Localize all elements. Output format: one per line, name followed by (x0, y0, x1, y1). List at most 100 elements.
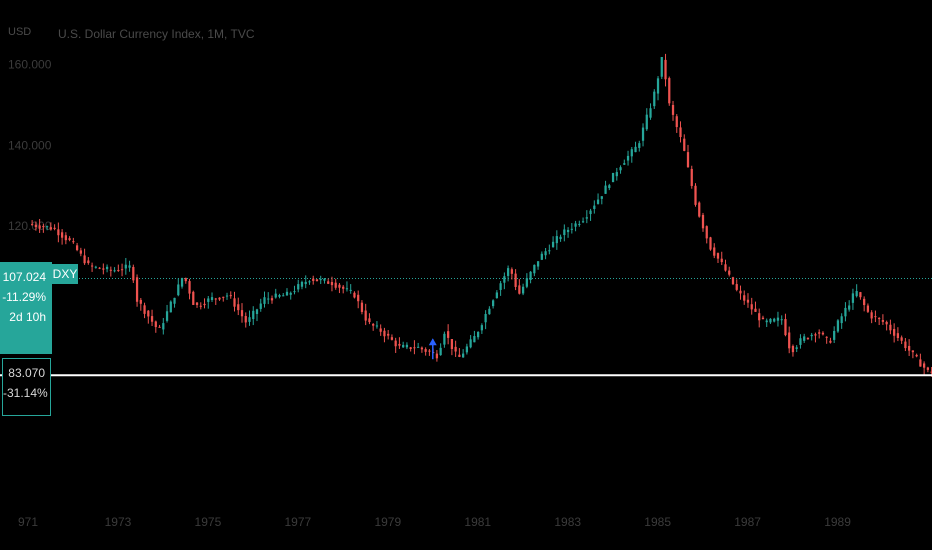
candle-body (308, 281, 311, 283)
candle-body (638, 143, 641, 148)
candle-body (664, 59, 667, 80)
candle-body (323, 278, 326, 281)
candle-body (177, 284, 180, 296)
candle-body (739, 290, 742, 294)
candle-body (863, 298, 866, 306)
candle-body (881, 320, 885, 322)
candle-body (417, 346, 420, 348)
candle-body (143, 305, 146, 314)
candle-body (428, 350, 431, 352)
candle-body (675, 116, 678, 128)
candle-body (780, 319, 783, 321)
candle-body (462, 353, 465, 358)
x-tick-label: 1989 (824, 515, 851, 529)
candle-body (293, 291, 296, 293)
candle-body (645, 114, 648, 130)
candle-body (390, 337, 394, 340)
candle-body (840, 316, 843, 324)
candle-body (405, 344, 409, 348)
candle-body (150, 316, 154, 322)
candle-body (117, 269, 120, 271)
candle-body (458, 354, 461, 357)
candle-body (896, 333, 900, 339)
candle-body (806, 338, 810, 340)
measure-tag: 83.070 -31.14% (2, 358, 51, 416)
candle-body (435, 353, 439, 359)
candle-body (499, 283, 502, 290)
candle-body (439, 347, 442, 356)
candle-body (514, 273, 517, 287)
arrow-up-icon-head (428, 338, 437, 346)
candle-body (237, 304, 240, 311)
candle-body (525, 278, 528, 287)
candle-body (75, 245, 79, 251)
candle-body (473, 336, 476, 343)
candle-body (563, 229, 566, 236)
candle-body (327, 281, 330, 284)
candle-body (285, 291, 289, 296)
candle-body (379, 328, 382, 332)
x-tick-label: 1979 (374, 515, 401, 529)
candle-body (210, 297, 214, 300)
candle-body (653, 91, 656, 107)
candle-body (139, 299, 142, 304)
candle-body (589, 210, 592, 215)
candle-body (413, 347, 416, 349)
candle-body (555, 236, 558, 244)
price-tag: 107.024 -11.29% 2d 10h (0, 262, 52, 354)
candle-body (30, 224, 34, 226)
candle-body (926, 367, 930, 370)
candle-body (908, 345, 911, 351)
candle-body (259, 303, 262, 309)
candle-body (60, 232, 64, 238)
candle-body (443, 333, 446, 345)
candle-body (225, 295, 229, 297)
candle-body (821, 332, 825, 335)
candle-body (38, 225, 41, 229)
candle-body (424, 349, 427, 352)
candle-body (297, 284, 300, 290)
candle-body (773, 318, 776, 322)
candle-body (660, 56, 663, 77)
chart-title: U.S. Dollar Currency Index, 1M, TVC (58, 27, 255, 41)
candle-body (491, 300, 495, 307)
candle-body (649, 108, 652, 118)
candle-body (90, 265, 94, 267)
candle-body (364, 310, 367, 321)
candle-body (923, 363, 926, 368)
candle-body (248, 317, 251, 322)
candle-body (218, 297, 221, 300)
candle-body (49, 227, 52, 230)
candle-body (630, 149, 633, 157)
candle-body (495, 292, 498, 299)
candle-body (574, 223, 577, 227)
candle-body (788, 332, 791, 349)
candle-body (593, 205, 596, 209)
candle-body (919, 359, 922, 367)
candle-body (889, 324, 892, 331)
candle-body (844, 307, 847, 317)
candle-body (855, 290, 858, 297)
candle-body (255, 309, 259, 314)
candle-body (45, 226, 49, 228)
candle-body (315, 279, 319, 282)
candle-body (68, 238, 71, 241)
candle-body (904, 341, 907, 349)
candle-body (758, 313, 761, 321)
candle-body (833, 330, 836, 340)
candle-body (866, 305, 870, 312)
candle-body (312, 278, 315, 281)
candle-body (784, 319, 787, 336)
candle-body (94, 266, 97, 268)
candle-body (184, 278, 187, 282)
candle-body (829, 340, 832, 343)
candle-body (518, 285, 521, 294)
symbol-badge[interactable]: DXY (52, 264, 78, 284)
candle-body (169, 301, 172, 313)
candle-body (836, 320, 840, 332)
candle-body (420, 347, 424, 350)
candle-body (345, 288, 349, 290)
candle-body (477, 331, 480, 338)
y-tick-label: 160.000 (8, 58, 52, 72)
